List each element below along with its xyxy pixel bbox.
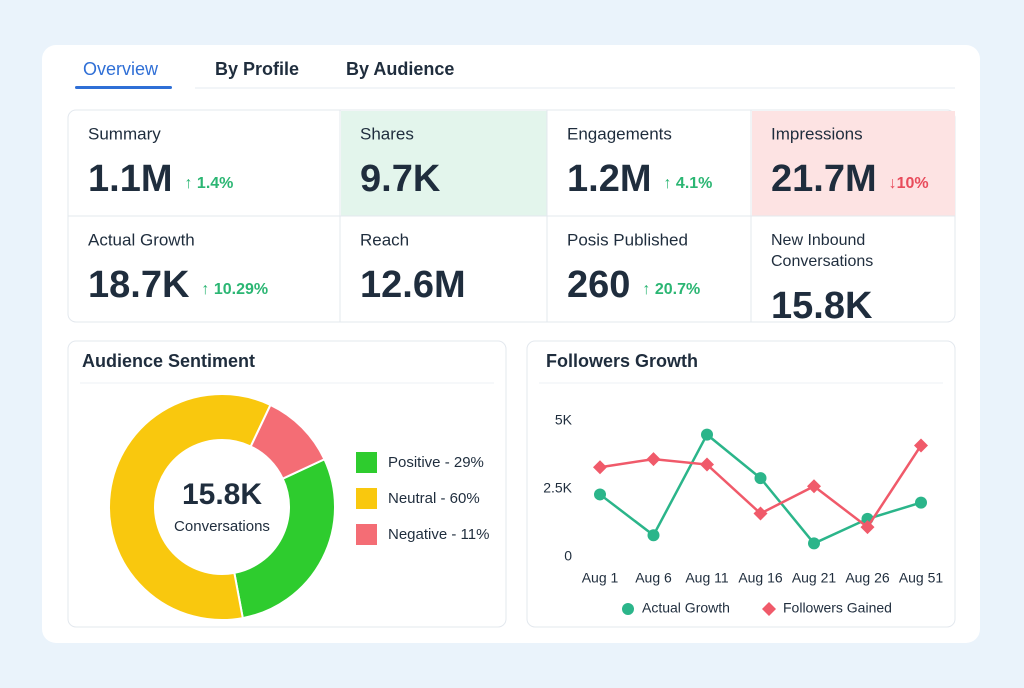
- pie-slice: [233, 457, 336, 620]
- data-point: [914, 438, 928, 453]
- metric-label: Shares: [360, 124, 414, 143]
- x-tick-label: Aug 51: [899, 570, 944, 586]
- tab[interactable]: Overview: [83, 59, 159, 79]
- metric-value: 21.7M: [771, 158, 877, 200]
- data-point: [701, 428, 713, 441]
- data-point: [915, 496, 927, 509]
- metric-label: New Inbound: [771, 232, 865, 249]
- x-tick-label: Aug 21: [792, 570, 837, 586]
- chart-title: Followers Growth: [546, 351, 698, 371]
- metric-label: Actual Growth: [88, 230, 195, 249]
- data-point: [753, 506, 768, 521]
- y-tick-label: 0: [564, 548, 572, 564]
- metric-value: 15.8K: [771, 285, 873, 327]
- tab[interactable]: By Profile: [215, 59, 299, 79]
- y-tick-label: 5K: [555, 412, 573, 428]
- data-point: [647, 529, 660, 542]
- tab[interactable]: By Audience: [346, 59, 454, 79]
- x-tick-label: Aug 1: [582, 570, 619, 586]
- legend-label: Followers Gained: [783, 600, 892, 616]
- data-point: [860, 520, 875, 535]
- data-point: [594, 488, 606, 501]
- legend-label: Neutral - 60%: [388, 490, 480, 507]
- legend-swatch: [356, 488, 377, 509]
- metric-value: 18.7K: [88, 264, 190, 306]
- legend-swatch: [356, 452, 377, 473]
- metric-value: 9.7K: [360, 158, 441, 200]
- metric-change: ↓10%: [889, 175, 929, 192]
- metric-highlight: [341, 111, 547, 216]
- pie-slice: [108, 393, 272, 621]
- metric-value: 1.2M: [567, 158, 651, 200]
- metric-label: Impressions: [771, 124, 863, 143]
- chart-title: Audience Sentiment: [82, 351, 255, 371]
- x-tick-label: Aug 16: [738, 570, 783, 586]
- legend-marker: [622, 603, 634, 615]
- metric-value: 1.1M: [88, 158, 172, 200]
- x-tick-label: Aug 26: [845, 570, 890, 586]
- data-point: [808, 537, 820, 550]
- legend-label: Actual Growth: [642, 600, 730, 616]
- metric-value: 260: [567, 264, 630, 306]
- legend-label: Negative - 11%: [388, 526, 489, 543]
- pie-slice: [249, 403, 326, 481]
- data-point: [754, 472, 767, 485]
- metric-label: Engagements: [567, 124, 672, 143]
- tab-underline: [75, 86, 172, 89]
- x-tick-label: Aug 6: [635, 570, 672, 586]
- metric-label: Reach: [360, 230, 409, 249]
- metric-change: ↑ 4.1%: [663, 175, 712, 192]
- metric-label: Conversations: [771, 253, 873, 270]
- data-point: [593, 460, 607, 475]
- center-value: 15.8K: [182, 478, 262, 511]
- metric-label: Posis Published: [567, 230, 688, 249]
- data-point: [646, 452, 661, 467]
- metric-change: ↑ 1.4%: [184, 175, 233, 192]
- legend-label: Positive - 29%: [388, 454, 484, 471]
- metric-change: ↑ 20.7%: [642, 281, 700, 298]
- metric-value: 12.6M: [360, 264, 466, 306]
- x-tick-label: Aug 11: [685, 570, 729, 586]
- data-point: [700, 457, 714, 472]
- legend-swatch: [356, 524, 377, 545]
- metric-highlight: [752, 111, 955, 216]
- y-tick-label: 2.5K: [543, 480, 572, 496]
- metric-change: ↑ 10.29%: [201, 281, 268, 298]
- data-point: [807, 479, 821, 494]
- metric-label: Summary: [88, 124, 161, 143]
- center-label: Conversations: [174, 518, 270, 535]
- legend-marker: [762, 602, 776, 616]
- growth-panel: [526, 340, 956, 628]
